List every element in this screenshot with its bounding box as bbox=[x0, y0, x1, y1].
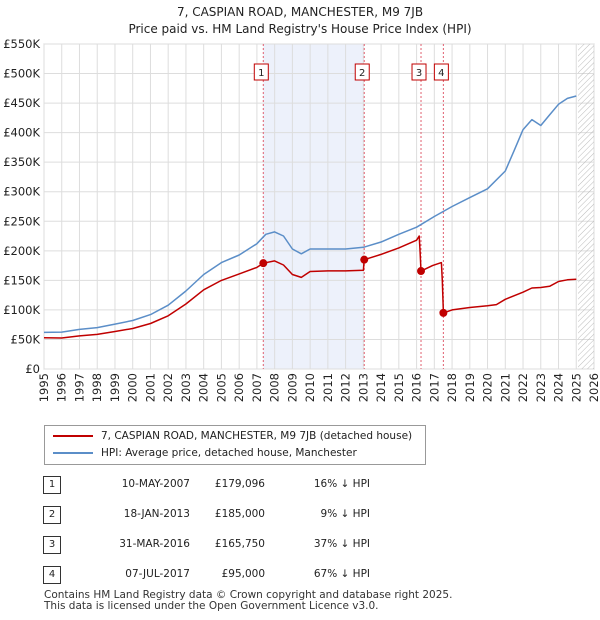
x-tick-label: 1996 bbox=[55, 373, 69, 402]
x-tick-label: 2025 bbox=[569, 373, 583, 402]
x-tick-label: 1998 bbox=[90, 373, 104, 402]
x-tick-label: 2001 bbox=[143, 373, 157, 402]
y-tick-label: £50K bbox=[11, 332, 41, 346]
x-tick-label: 2024 bbox=[552, 373, 566, 402]
sale-date: 31-MAR-2016 bbox=[119, 538, 190, 550]
legend: 7, CASPIAN ROAD, MANCHESTER, M9 7JB (det… bbox=[44, 425, 426, 465]
y-tick-label: £450K bbox=[3, 96, 40, 110]
x-tick-label: 2019 bbox=[463, 373, 477, 402]
table-row: 1 10-MAY-2007 £179,096 16% ↓ HPI bbox=[0, 476, 600, 498]
sale-marker-box bbox=[354, 63, 370, 81]
legend-item-property: 7, CASPIAN ROAD, MANCHESTER, M9 7JB (det… bbox=[53, 428, 413, 444]
sale-point bbox=[259, 259, 268, 268]
sale-number-badge: 2 bbox=[43, 506, 61, 524]
x-tick-label: 2021 bbox=[498, 373, 512, 402]
sale-price: £179,096 bbox=[214, 478, 265, 490]
forecast-hatch bbox=[578, 44, 594, 369]
y-tick-label: £200K bbox=[3, 244, 40, 258]
y-tick-label: £350K bbox=[3, 155, 40, 169]
sale-price: £95,000 bbox=[221, 568, 265, 580]
sale-date: 18-JAN-2013 bbox=[123, 508, 190, 520]
y-tick-label: £150K bbox=[3, 273, 40, 287]
chart-title-line1: 7, CASPIAN ROAD, MANCHESTER, M9 7JB bbox=[176, 5, 424, 19]
y-tick-label: £500K bbox=[3, 67, 40, 81]
sale-number-badge: 3 bbox=[43, 536, 61, 554]
hpi-series-line bbox=[43, 95, 577, 334]
sale-price: £165,750 bbox=[214, 538, 265, 550]
x-tick-label: 2003 bbox=[179, 373, 193, 402]
y-tick-label: £250K bbox=[3, 214, 40, 228]
y-tick-label: £100K bbox=[3, 303, 40, 317]
table-row: 4 07-JUL-2017 £95,000 67% ↓ HPI bbox=[0, 566, 600, 588]
sale-point bbox=[360, 255, 369, 264]
legend-swatch-hpi bbox=[53, 452, 93, 454]
x-tick-label: 2017 bbox=[427, 373, 441, 402]
x-tick-label: 2000 bbox=[126, 373, 140, 402]
x-tick-label: 1997 bbox=[72, 373, 86, 402]
sale-hpi-diff: 67% ↓ HPI bbox=[313, 568, 370, 580]
footer-copyright: Contains HM Land Registry data © Crown c… bbox=[44, 589, 453, 601]
x-tick-label: 2004 bbox=[197, 373, 211, 402]
x-tick-label: 2022 bbox=[516, 373, 530, 402]
sale-date: 07-JUL-2017 bbox=[125, 568, 190, 580]
y-tick-label: £0 bbox=[25, 362, 40, 376]
x-tick-label: 2020 bbox=[481, 373, 495, 402]
sale-hpi-diff: 37% ↓ HPI bbox=[313, 538, 370, 550]
x-tick-label: 1999 bbox=[108, 373, 122, 402]
x-tick-label: 2011 bbox=[321, 373, 335, 402]
sale-price: £185,000 bbox=[214, 508, 265, 520]
sale-marker-label: 1 bbox=[258, 68, 264, 79]
x-tick-label: 2007 bbox=[250, 373, 264, 402]
table-row: 3 31-MAR-2016 £165,750 37% ↓ HPI bbox=[0, 536, 600, 558]
x-tick-label: 1995 bbox=[37, 373, 51, 402]
x-tick-label: 2018 bbox=[445, 373, 459, 402]
sale-date: 10-MAY-2007 bbox=[121, 478, 190, 490]
sale-hpi-diff: 16% ↓ HPI bbox=[313, 478, 370, 490]
sale-marker-box bbox=[253, 63, 269, 81]
x-tick-label: 2023 bbox=[534, 373, 548, 402]
x-tick-label: 2005 bbox=[214, 373, 228, 402]
sale-number-badge: 4 bbox=[43, 566, 61, 584]
x-tick-label: 2015 bbox=[392, 373, 406, 402]
sale-marker-label: 3 bbox=[416, 68, 422, 79]
legend-swatch-property bbox=[53, 435, 93, 437]
x-tick-label: 2014 bbox=[374, 373, 388, 402]
y-tick-label: £400K bbox=[3, 126, 40, 140]
sale-marker-label: 2 bbox=[359, 68, 365, 79]
footer: Contains HM Land Registry data © Crown c… bbox=[44, 590, 452, 612]
y-tick-label: £550K bbox=[3, 37, 40, 51]
legend-label-hpi: HPI: Average price, detached house, Manc… bbox=[101, 447, 357, 459]
sale-marker-box bbox=[411, 63, 427, 81]
x-tick-label: 2013 bbox=[356, 373, 370, 402]
footer-licence: This data is licensed under the Open Gov… bbox=[44, 600, 379, 612]
x-tick-label: 2006 bbox=[232, 373, 246, 402]
x-tick-label: 2002 bbox=[161, 373, 175, 402]
chart-title: 7, CASPIAN ROAD, MANCHESTER, M9 7JB Pric… bbox=[0, 4, 600, 38]
chart-title-line2: Price paid vs. HM Land Registry's House … bbox=[128, 22, 472, 36]
sale-point bbox=[417, 267, 426, 276]
shaded-ownership-period bbox=[263, 44, 365, 369]
x-tick-label: 2016 bbox=[410, 373, 424, 402]
x-tick-label: 2010 bbox=[303, 373, 317, 402]
sale-number-badge: 1 bbox=[43, 476, 61, 494]
y-tick-label: £300K bbox=[3, 185, 40, 199]
sale-hpi-diff: 9% ↓ HPI bbox=[320, 508, 370, 520]
x-tick-label: 2008 bbox=[268, 373, 282, 402]
table-row: 2 18-JAN-2013 £185,000 9% ↓ HPI bbox=[0, 506, 600, 528]
x-tick-label: 2012 bbox=[339, 373, 353, 402]
legend-label-property: 7, CASPIAN ROAD, MANCHESTER, M9 7JB (det… bbox=[101, 430, 413, 442]
sale-point bbox=[439, 308, 448, 317]
sale-marker-box bbox=[433, 63, 449, 81]
sale-marker-label: 4 bbox=[438, 68, 444, 79]
x-tick-label: 2009 bbox=[285, 373, 299, 402]
legend-item-hpi: HPI: Average price, detached house, Manc… bbox=[53, 445, 413, 461]
x-tick-label: 2026 bbox=[587, 373, 600, 402]
price-chart: 1 2 3 4 £0 £50K £100K £150K £200K £250K £300K £350… bbox=[3, 37, 600, 402]
